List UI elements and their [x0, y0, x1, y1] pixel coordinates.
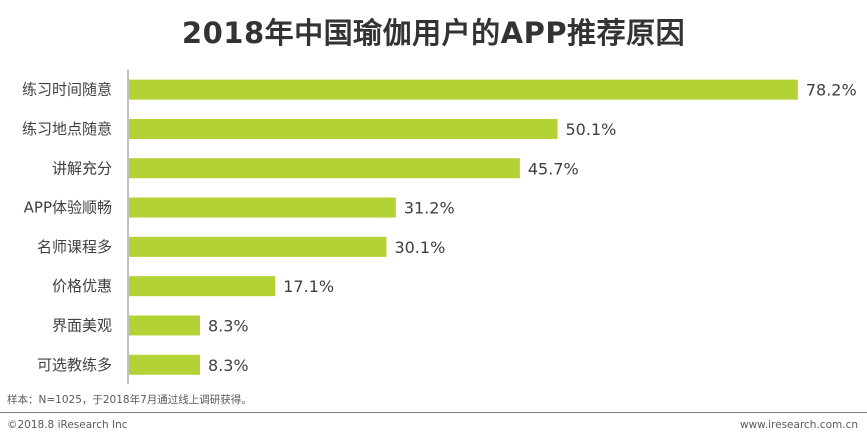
value-label-3: 31.2% — [404, 199, 455, 218]
category-label-3: APP体验顺畅 — [24, 199, 112, 217]
copyright-text: ©2018.8 iResearch Inc — [7, 419, 128, 431]
bar-chart: 练习时间随意 78.2% 练习地点随意 50.1% 讲解充分 45.7% APP体验顺畅 31… — [22, 70, 857, 385]
bar-6 — [129, 315, 200, 336]
value-label-2: 45.7% — [528, 159, 579, 178]
value-label-6: 8.3% — [208, 316, 249, 335]
website-link[interactable]: www.iresearch.com.cn — [739, 419, 858, 431]
sample-note: 样本：N=1025，于2018年7月通过线上调研获得。 — [7, 394, 252, 406]
footer-divider — [0, 412, 867, 413]
value-label-1: 50.1% — [566, 120, 617, 139]
bar-3 — [129, 197, 396, 218]
category-label-1: 练习地点随意 — [22, 120, 112, 138]
bar-5 — [129, 276, 276, 297]
bar-0 — [129, 79, 798, 100]
bar-7 — [129, 354, 200, 375]
category-label-6: 界面美观 — [52, 316, 112, 334]
category-label-5: 价格优惠 — [52, 277, 112, 295]
value-label-5: 17.1% — [283, 277, 334, 296]
value-label-7: 8.3% — [208, 356, 249, 375]
bar-2 — [129, 158, 520, 179]
category-label-4: 名师课程多 — [37, 238, 112, 256]
category-label-2: 讲解充分 — [52, 159, 112, 177]
value-label-4: 30.1% — [394, 238, 445, 257]
value-label-0: 78.2% — [806, 81, 857, 100]
bar-1 — [129, 118, 558, 139]
chart-title: 2018年中国瑜伽用户的APP推荐原因 — [181, 16, 686, 50]
category-label-0: 练习时间随意 — [22, 81, 112, 99]
category-label-7: 可选教练多 — [37, 356, 112, 374]
bar-4 — [129, 236, 387, 257]
